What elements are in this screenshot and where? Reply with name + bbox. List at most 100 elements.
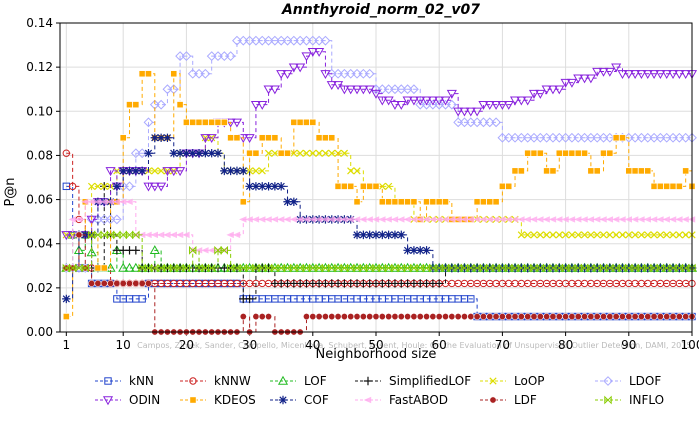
data-point-fastabod — [365, 216, 373, 223]
data-point-ldof — [232, 35, 242, 46]
data-point-fastabod — [466, 216, 474, 223]
data-point-cof — [397, 230, 406, 240]
data-point-fastabod — [295, 216, 304, 223]
data-point-kdeos — [334, 182, 342, 190]
data-point-ldf — [549, 313, 557, 321]
data-point-fastabod — [567, 216, 576, 223]
data-point-cof — [131, 166, 141, 176]
legend-item-fastabod: FastABOD — [355, 393, 448, 407]
data-point-kdeos — [650, 182, 658, 190]
data-point-fastabod — [536, 216, 544, 223]
legend-label: LDF — [514, 393, 537, 407]
data-point-ldof — [187, 68, 198, 79]
legend-marker — [104, 377, 112, 385]
data-point-loop — [296, 149, 304, 157]
data-point-kdeos — [328, 134, 336, 142]
data-point-ldof — [453, 117, 464, 128]
data-point-ldf — [442, 313, 450, 321]
data-point-fastabod — [245, 216, 253, 223]
data-point-cof — [283, 197, 292, 206]
data-point-cof — [144, 149, 153, 158]
data-point-lof — [124, 262, 135, 272]
data-point-kdeos — [511, 167, 519, 175]
data-point-inflo — [182, 263, 191, 273]
data-point-odin — [585, 74, 596, 84]
data-point-odin — [598, 67, 609, 77]
data-point-ldof — [396, 84, 407, 95]
legend-marker — [363, 376, 373, 386]
data-point-fastabod — [675, 216, 683, 223]
data-point-odin — [592, 67, 603, 77]
data-point-kdeos — [543, 167, 551, 175]
data-point-cof — [277, 182, 286, 191]
data-point-knnw — [68, 182, 77, 191]
data-point-fastabod — [435, 216, 443, 223]
data-point-odin — [566, 78, 577, 88]
data-point-lof — [118, 262, 129, 272]
data-point-fastabod — [201, 247, 209, 254]
legend-label: LOF — [304, 374, 327, 388]
legend-marker — [278, 395, 288, 405]
data-point-ldf — [94, 279, 102, 287]
data-point-ldf — [359, 313, 367, 321]
data-point-odin — [162, 167, 173, 177]
data-point-fastabod — [649, 216, 658, 223]
data-point-ldof — [491, 117, 501, 128]
data-point-odin — [667, 70, 679, 79]
data-point-kdeos — [486, 198, 494, 206]
data-point-loop — [536, 231, 544, 239]
data-point-knnw — [62, 149, 71, 157]
data-point-loop — [264, 149, 273, 157]
data-point-fastabod — [258, 216, 266, 223]
data-point-kdeos — [277, 149, 285, 157]
data-point-ldf — [404, 313, 412, 321]
data-point-odin — [421, 96, 432, 106]
data-point-fastabod — [428, 216, 437, 223]
data-point-ldof — [415, 99, 426, 110]
data-point-ldof — [680, 132, 691, 143]
data-point-ldof — [339, 68, 350, 79]
data-point-odin — [446, 89, 457, 99]
data-point-loop — [315, 149, 323, 157]
data-point-ldf — [656, 313, 664, 321]
data-point-ldof — [535, 132, 546, 143]
data-point-cof — [365, 230, 374, 240]
data-point-lof — [105, 262, 116, 272]
data-point-fastabod — [194, 247, 203, 254]
data-point-odin — [383, 96, 394, 106]
data-point-loop — [599, 231, 608, 239]
y-axis-ticks: 0.00 0.02 0.04 0.06 0.08 0.10 0.12 0.14 — [26, 16, 60, 339]
data-point-ldf — [410, 313, 418, 321]
data-point-odin — [472, 107, 483, 117]
data-point-cof — [226, 166, 235, 176]
data-point-ldf — [650, 313, 658, 321]
data-point-kdeos — [195, 118, 203, 126]
data-point-kdeos — [574, 149, 582, 157]
chart-title: Annthyroid_norm_02_v07 — [281, 2, 480, 18]
y-tick-label: 0.06 — [26, 193, 53, 207]
data-point-ldf — [460, 313, 468, 321]
data-point-loop — [517, 231, 525, 239]
data-point-ldf — [486, 313, 494, 321]
data-point-ldof — [541, 132, 552, 143]
data-point-kdeos — [321, 134, 330, 142]
data-point-fastabod — [643, 216, 651, 223]
data-point-odin — [453, 107, 464, 117]
data-point-fastabod — [441, 216, 449, 223]
y-axis-label: P@n — [3, 177, 18, 206]
data-point-fastabod — [327, 216, 335, 223]
data-point-ldf — [492, 313, 500, 321]
data-point-fastabod — [207, 247, 215, 254]
data-point-ldof — [162, 84, 173, 95]
data-point-ldof — [314, 35, 325, 46]
series-inflo — [62, 230, 696, 273]
data-point-fastabod — [611, 216, 620, 223]
data-point-ldof — [573, 132, 584, 143]
data-point-cof — [352, 230, 362, 240]
data-point-odin — [573, 74, 584, 84]
data-point-kdeos — [233, 134, 241, 142]
data-point-ldof — [251, 35, 261, 46]
data-point-inflo — [81, 263, 89, 273]
x-tick-label: 70 — [495, 338, 510, 352]
data-point-ldf — [391, 313, 399, 321]
